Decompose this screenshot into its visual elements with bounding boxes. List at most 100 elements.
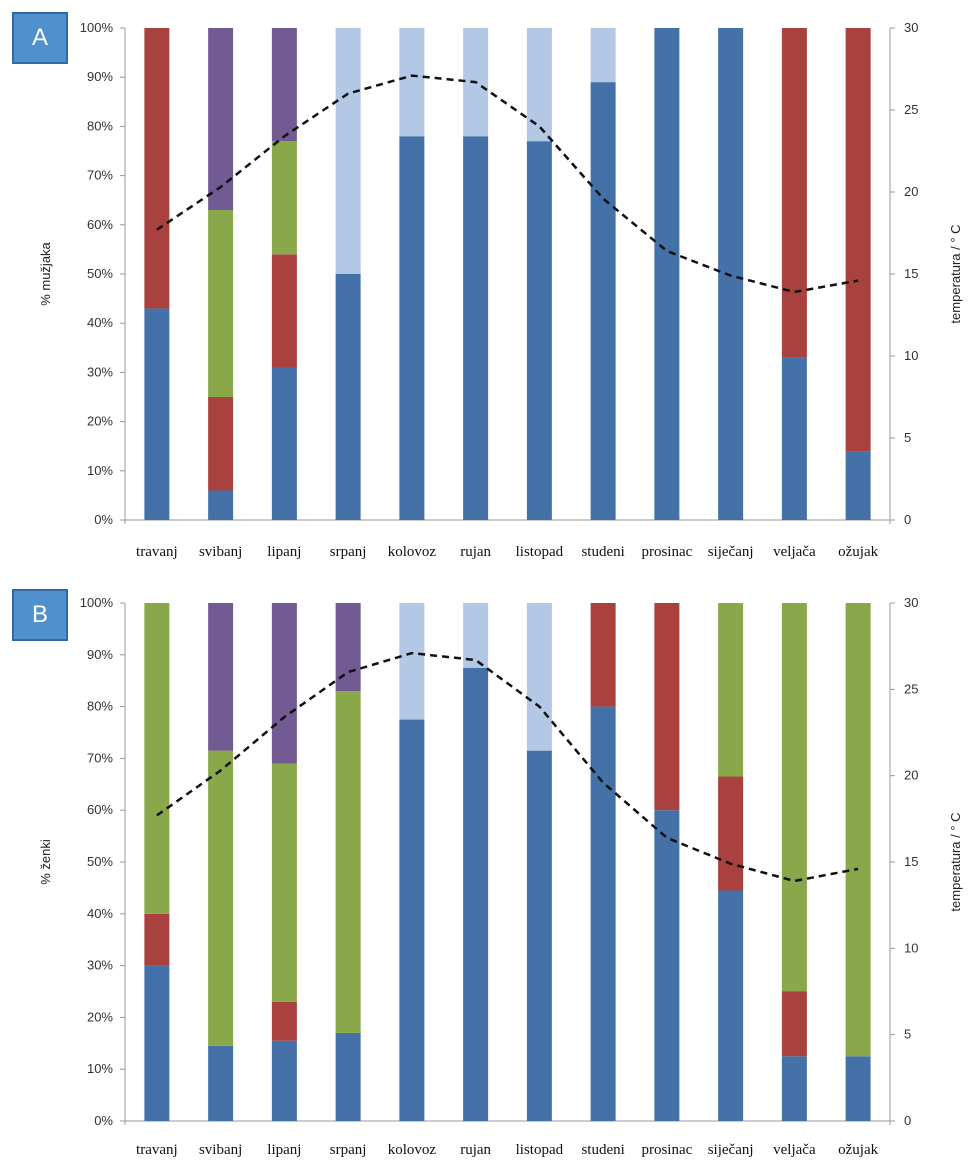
chart-b-y2-tick-label: 0 xyxy=(904,1113,911,1128)
chart-b-y2-tick-label: 10 xyxy=(904,940,918,955)
chart-a-category-label: listopad xyxy=(516,544,564,560)
chart-b-bar-blue-prosinac xyxy=(654,810,680,1121)
chart-a-category-label: kolovoz xyxy=(388,544,437,560)
chart-a-y2-tick-label: 10 xyxy=(904,348,918,363)
chart-b-y2-axis-title: temperatura / ° C xyxy=(948,812,963,911)
chart-b-bar-blue-veljača xyxy=(781,1056,807,1121)
chart-b-bar-red-veljača xyxy=(781,991,807,1057)
chart-a-y-tick-label: 40% xyxy=(87,315,113,330)
chart-a-category-label: siječanj xyxy=(708,544,754,560)
chart-a-bar-blue-listopad xyxy=(526,141,552,520)
chart-b-bar-green-siječanj xyxy=(718,603,744,777)
chart-b-y-axis-title: % ženki xyxy=(38,839,53,885)
chart-b-category-label: veljača xyxy=(773,1142,816,1158)
chart-b-category-label: lipanj xyxy=(267,1142,301,1158)
chart-b-bar-green-travanj xyxy=(144,603,170,914)
chart-b-y2-tick-label: 5 xyxy=(904,1027,911,1042)
chart-b-bar-blue-studeni xyxy=(590,706,616,1121)
chart-b-bar-purple-srpanj xyxy=(335,603,361,692)
chart-b-y-tick-label: 100% xyxy=(80,595,114,610)
chart-a-category-label: prosinac xyxy=(641,544,692,560)
chart-b-category-label: svibanj xyxy=(199,1142,242,1158)
chart-b-bar-green-lipanj xyxy=(271,763,297,1002)
chart-b-bar-blue-siječanj xyxy=(718,890,744,1121)
chart-b-category-label: prosinac xyxy=(641,1142,692,1158)
chart-b-category-label: listopad xyxy=(516,1142,564,1158)
chart-b-bar-lightblue-listopad xyxy=(526,603,552,751)
chart-a-temperature-line xyxy=(156,74,859,294)
chart-b-bar-blue-listopad xyxy=(526,750,552,1121)
chart-a-bar-blue-lipanj xyxy=(271,367,297,520)
chart-b-category-label: siječanj xyxy=(708,1142,754,1158)
chart-a-category-label: rujan xyxy=(460,544,491,560)
chart-b-bar-blue-srpanj xyxy=(335,1032,361,1121)
chart-a-bar-blue-travanj xyxy=(144,308,170,520)
chart-a-bar-blue-srpanj xyxy=(335,274,361,520)
chart-a-bar-lightblue-srpanj xyxy=(335,28,361,274)
chart-a-y-tick-label: 0% xyxy=(94,512,113,527)
chart-a-y-tick-label: 30% xyxy=(87,364,113,379)
chart-a-bar-lightblue-kolovoz xyxy=(399,28,425,137)
chart-b-bar-blue-kolovoz xyxy=(399,719,425,1121)
chart-b-category-label: srpanj xyxy=(330,1142,367,1158)
chart-a-bar-red-svibanj xyxy=(208,397,234,491)
chart-a-bar-red-veljača xyxy=(781,28,807,358)
chart-b-category-label: kolovoz xyxy=(388,1142,437,1158)
chart-a-y-tick-label: 50% xyxy=(87,266,113,281)
chart-b-bar-green-svibanj xyxy=(208,750,234,1046)
chart-b-bar-purple-lipanj xyxy=(271,603,297,764)
chart-b-y-tick-label: 10% xyxy=(87,1061,113,1076)
chart-b-category-label: travanj xyxy=(136,1142,178,1158)
chart-b-y2-tick-label: 15 xyxy=(904,854,918,869)
chart-a-category-label: ožujak xyxy=(838,544,878,560)
chart-b-bar-green-srpanj xyxy=(335,691,361,1033)
chart-b-bar-lightblue-kolovoz xyxy=(399,603,425,720)
chart-panel-b: 0% 10% 20% 30% 40% 50% 60% 70% 80% 90% 100% 0 5 10 15 2… xyxy=(0,575,968,1163)
chart-b-y-tick-label: 20% xyxy=(87,1009,113,1024)
chart-b-bar-lightblue-rujan xyxy=(463,603,489,668)
chart-a-y2-tick-label: 5 xyxy=(904,430,911,445)
chart-a-bar-blue-rujan xyxy=(463,136,489,521)
chart-a-y2-axis-title: temperatura / ° C xyxy=(948,224,963,323)
chart-a-y-tick-label: 20% xyxy=(87,414,113,429)
chart-b-svg: 0% 10% 20% 30% 40% 50% 60% 70% 80% 90% 100% 0 5 10 15 2… xyxy=(38,595,963,1158)
chart-b-y-tick-label: 50% xyxy=(87,854,113,869)
chart-b-bar-blue-lipanj xyxy=(271,1040,297,1121)
chart-a-category-label: travanj xyxy=(136,544,178,560)
chart-b-bar-blue-ožujak xyxy=(845,1056,871,1121)
chart-b-bar-blue-rujan xyxy=(463,667,489,1121)
chart-b-y-tick-label: 60% xyxy=(87,802,113,817)
chart-a-bar-blue-studeni xyxy=(590,82,616,521)
chart-panel-a: 0% 10% 20% 30% 40% 50% 60% 70% 80% 90% 100% 0 5 10 15 2… xyxy=(0,0,968,575)
chart-a-bar-blue-siječanj xyxy=(718,28,744,520)
chart-a-y-tick-label: 100% xyxy=(80,20,114,35)
panel-badge-b: B xyxy=(12,589,68,641)
chart-a-y-axis-title: % mužjaka xyxy=(38,241,53,305)
chart-b-y-tick-label: 70% xyxy=(87,750,113,765)
chart-b-bar-blue-travanj xyxy=(144,965,170,1121)
chart-a-bar-blue-kolovoz xyxy=(399,136,425,521)
chart-a-svg: 0% 10% 20% 30% 40% 50% 60% 70% 80% 90% 100% 0 5 10 15 2… xyxy=(38,20,963,560)
chart-a-bar-purple-lipanj xyxy=(271,28,297,142)
chart-a-y-tick-label: 70% xyxy=(87,168,113,183)
chart-b-bar-purple-svibanj xyxy=(208,603,234,751)
chart-b-y2-tick-label: 30 xyxy=(904,595,918,610)
chart-b-y2-tick-label: 25 xyxy=(904,681,918,696)
chart-a-y-tick-label: 10% xyxy=(87,463,113,478)
chart-a-category-label: veljača xyxy=(773,544,816,560)
chart-a-y-tick-label: 60% xyxy=(87,217,113,232)
chart-a-bar-purple-svibanj xyxy=(208,28,234,211)
chart-a-bar-lightblue-studeni xyxy=(590,28,616,83)
chart-b-category-label: rujan xyxy=(460,1142,491,1158)
chart-b-bar-green-ožujak xyxy=(845,603,871,1057)
chart-a-category-label: svibanj xyxy=(199,544,242,560)
chart-b-bar-red-siječanj xyxy=(718,776,744,891)
chart-a-bar-lightblue-listopad xyxy=(526,28,552,142)
chart-a-bar-red-ožujak xyxy=(845,28,871,452)
chart-a-bar-green-lipanj xyxy=(271,141,297,255)
chart-b-bar-red-lipanj xyxy=(271,1001,297,1041)
chart-a-bar-blue-prosinac xyxy=(654,28,680,520)
chart-a-y-tick-label: 90% xyxy=(87,69,113,84)
chart-a-y2-tick-label: 15 xyxy=(904,266,918,281)
chart-b-bar-blue-svibanj xyxy=(208,1045,234,1121)
